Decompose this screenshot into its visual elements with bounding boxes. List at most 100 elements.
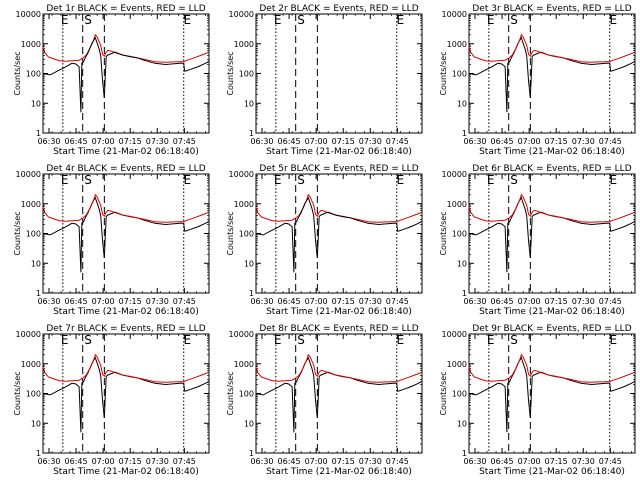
- x-tick-label: 06:45: [278, 457, 301, 466]
- y-tick-label: 100: [26, 390, 41, 399]
- marker-label-e: E: [610, 13, 618, 27]
- y-tick-label: 1: [36, 449, 41, 458]
- y-tick-label: 10000: [442, 330, 467, 339]
- x-tick-label: 07:15: [545, 297, 568, 306]
- y-tick-label: 100: [239, 230, 254, 239]
- x-tick-label: 07:00: [92, 457, 115, 466]
- x-tick-label: 07:15: [545, 137, 568, 146]
- marker-label-e: E: [61, 173, 69, 187]
- y-tick-label: 1000: [21, 360, 41, 369]
- x-tick-label: 06:30: [250, 137, 273, 146]
- y-tick-label: 1000: [234, 200, 254, 209]
- x-tick-label: 06:45: [491, 457, 514, 466]
- marker-label-s: S: [510, 173, 518, 187]
- y-axis-label: Counts/sec: [13, 371, 22, 415]
- panel-title: Det 8r BLACK = Events, RED = LLD: [259, 324, 418, 334]
- panel-title: Det 5r BLACK = Events, RED = LLD: [259, 164, 418, 174]
- x-tick-label: 07:15: [119, 297, 142, 306]
- panel-title: Det 1r BLACK = Events, RED = LLD: [46, 4, 205, 14]
- y-tick-label: 1: [462, 449, 467, 458]
- y-tick-label: 1000: [21, 200, 41, 209]
- x-tick-label: 06:45: [65, 137, 88, 146]
- series-events-line: [468, 36, 636, 113]
- x-tick-label: 07:30: [146, 137, 169, 146]
- y-tick-label: 100: [452, 230, 467, 239]
- x-tick-label: 07:45: [599, 457, 622, 466]
- x-axis-label: Start Time (21-Mar-02 06:18:40): [53, 307, 199, 317]
- x-tick-label: 07:45: [599, 137, 622, 146]
- marker-label-e: E: [397, 333, 405, 347]
- y-tick-label: 1: [462, 129, 467, 138]
- marker-label-e: E: [487, 333, 495, 347]
- series-lld-line: [468, 353, 636, 383]
- y-tick-label: 10: [31, 419, 41, 428]
- x-tick-label: 07:15: [545, 457, 568, 466]
- y-axis-label: Counts/sec: [439, 51, 448, 95]
- x-tick-label: 07:45: [173, 137, 196, 146]
- x-tick-label: 06:30: [463, 297, 486, 306]
- y-tick-label: 1000: [447, 40, 467, 49]
- y-tick-label: 10: [457, 419, 467, 428]
- series-lld-line: [468, 193, 636, 223]
- marker-label-e: E: [610, 333, 618, 347]
- x-axis-label: Start Time (21-Mar-02 06:18:40): [266, 307, 412, 317]
- x-tick-label: 06:30: [250, 457, 273, 466]
- x-tick-label: 07:45: [173, 457, 196, 466]
- panel-det-2: Det 2r BLACK = Events, RED = LLD 1 10 100 10…: [226, 4, 423, 157]
- x-tick-label: 07:00: [518, 457, 541, 466]
- y-tick-label: 1: [462, 289, 467, 298]
- x-tick-label: 07:00: [305, 457, 328, 466]
- x-axis-label: Start Time (21-Mar-02 06:18:40): [479, 147, 625, 157]
- y-tick-label: 1000: [447, 200, 467, 209]
- marker-label-s: S: [84, 333, 92, 347]
- y-tick-label: 10000: [229, 330, 254, 339]
- x-tick-label: 07:45: [386, 297, 409, 306]
- y-tick-label: 10000: [229, 10, 254, 19]
- x-tick-label: 06:30: [250, 297, 273, 306]
- x-tick-label: 07:45: [599, 297, 622, 306]
- y-tick-label: 100: [239, 70, 254, 79]
- y-tick-label: 10000: [16, 170, 41, 179]
- marker-label-s: S: [510, 13, 518, 27]
- series-lld-line: [255, 193, 423, 223]
- marker-label-s: S: [510, 333, 518, 347]
- panel-det-5: Det 5r BLACK = Events, RED = LLD 1 10 100 10…: [226, 164, 423, 317]
- x-tick-label: 07:00: [305, 297, 328, 306]
- x-tick-label: 07:30: [146, 297, 169, 306]
- y-tick-label: 10: [31, 99, 41, 108]
- marker-label-e: E: [184, 13, 192, 27]
- y-tick-label: 1000: [234, 40, 254, 49]
- series-lld-line: [42, 193, 210, 223]
- marker-label-e: E: [397, 13, 405, 27]
- x-tick-label: 07:00: [92, 297, 115, 306]
- marker-label-s: S: [84, 13, 92, 27]
- panel-det-6: Det 6r BLACK = Events, RED = LLD 1 10 100 10…: [439, 164, 636, 317]
- y-axis-label: Counts/sec: [439, 211, 448, 255]
- marker-label-e: E: [487, 173, 495, 187]
- panel-det-8: Det 8r BLACK = Events, RED = LLD 1 10 100 10…: [226, 324, 423, 477]
- x-tick-label: 06:45: [65, 457, 88, 466]
- x-tick-label: 06:30: [37, 297, 60, 306]
- marker-label-e: E: [274, 173, 282, 187]
- x-tick-label: 06:45: [278, 137, 301, 146]
- x-tick-label: 07:00: [518, 297, 541, 306]
- panel-title: Det 4r BLACK = Events, RED = LLD: [46, 164, 205, 174]
- x-axis-label: Start Time (21-Mar-02 06:18:40): [479, 307, 625, 317]
- panel-title: Det 6r BLACK = Events, RED = LLD: [472, 164, 631, 174]
- series-lld-line: [255, 353, 423, 383]
- y-axis-label: Counts/sec: [226, 371, 235, 415]
- y-tick-label: 10000: [442, 10, 467, 19]
- series-events-line: [42, 36, 210, 113]
- marker-label-e: E: [274, 333, 282, 347]
- marker-label-e: E: [274, 13, 282, 27]
- x-tick-label: 07:30: [572, 297, 595, 306]
- x-axis-label: Start Time (21-Mar-02 06:18:40): [53, 467, 199, 477]
- marker-label-e: E: [487, 13, 495, 27]
- y-tick-label: 10: [457, 99, 467, 108]
- panel-det-9: Det 9r BLACK = Events, RED = LLD 1 10 100 10…: [439, 324, 636, 477]
- y-tick-label: 100: [239, 390, 254, 399]
- y-tick-label: 1: [36, 289, 41, 298]
- x-axis-label: Start Time (21-Mar-02 06:18:40): [266, 467, 412, 477]
- x-tick-label: 07:30: [572, 137, 595, 146]
